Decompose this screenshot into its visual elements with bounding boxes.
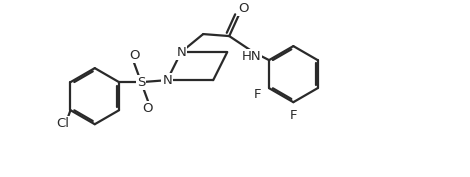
Text: F: F: [290, 109, 297, 121]
Text: N: N: [176, 46, 186, 59]
Text: O: O: [238, 2, 249, 15]
Text: Cl: Cl: [56, 117, 69, 130]
Text: O: O: [142, 102, 153, 115]
Text: O: O: [129, 49, 140, 62]
Text: HN: HN: [242, 50, 261, 63]
Text: F: F: [254, 88, 262, 101]
Text: S: S: [137, 76, 145, 89]
Text: N: N: [162, 74, 172, 87]
